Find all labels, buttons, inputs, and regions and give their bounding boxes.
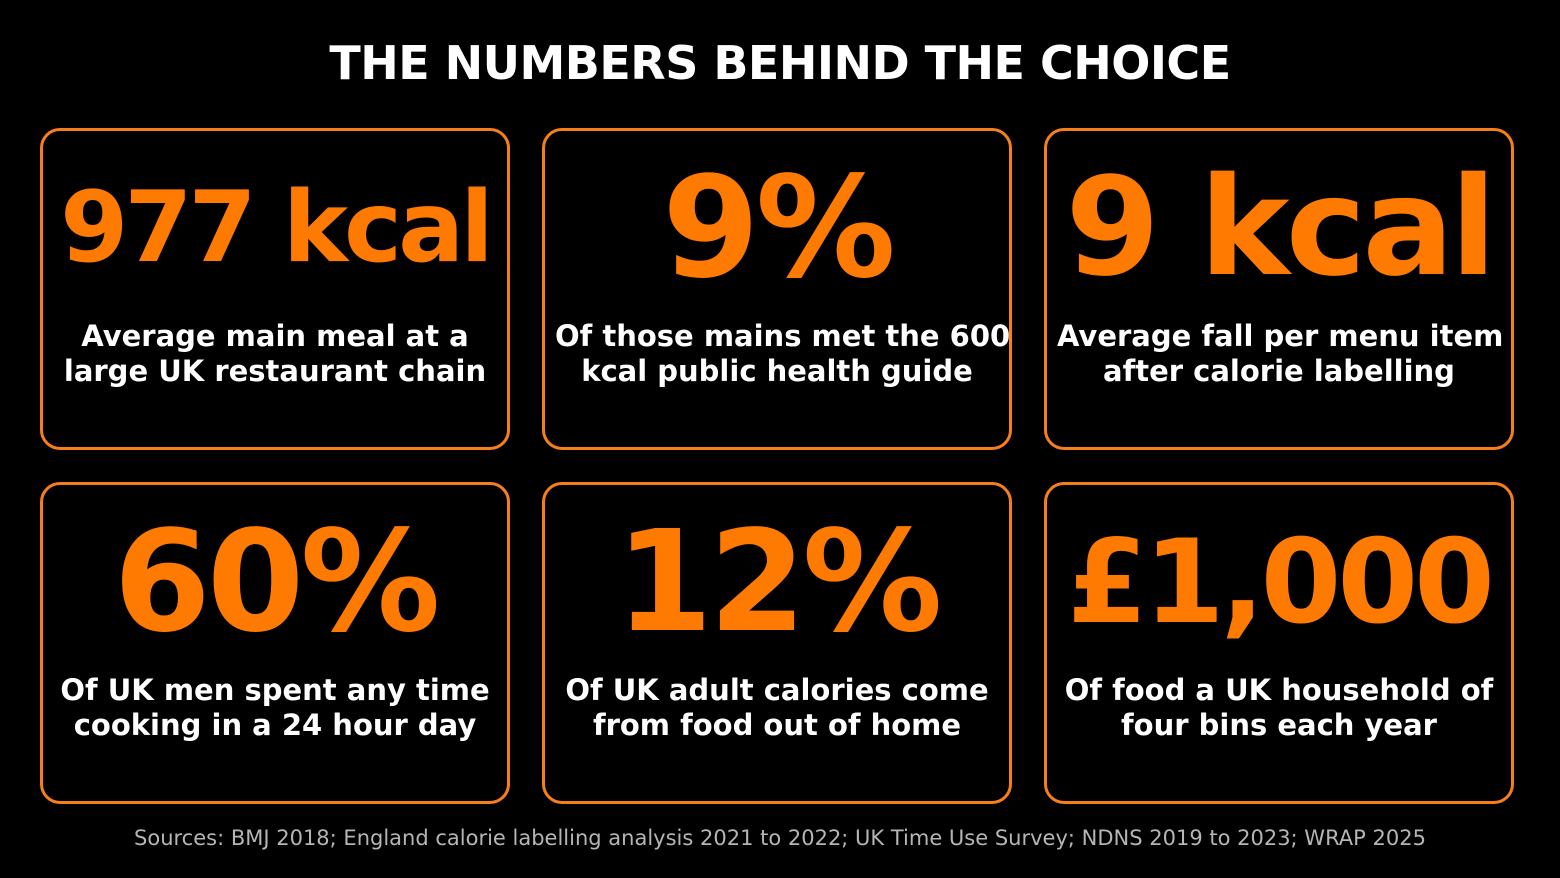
stat-value: 12%	[615, 500, 942, 664]
description-line: Average fall per menu item	[1057, 319, 1504, 353]
description-line: cooking in a 24 hour day	[73, 708, 477, 742]
description-line: kcal public health guide	[581, 354, 973, 388]
description-line: after calorie labelling	[1103, 354, 1455, 388]
stat-card: 60% Of UK men spent any time cooking in a …	[40, 482, 510, 804]
description-line: Of those mains met the 600	[555, 319, 1011, 353]
stat-value: 60%	[113, 500, 440, 664]
description-line: Of UK adult calories come	[565, 673, 989, 707]
stat-value: £1,000	[1067, 514, 1495, 650]
stat-description: Of UK adult calories come from food out o…	[555, 673, 999, 743]
description-line: from food out of home	[592, 708, 962, 742]
stat-description: Of food a UK household of four bins each …	[1057, 673, 1501, 743]
description-line: four bins each year	[1121, 708, 1437, 742]
stat-card: 9% Of those mains met the 600 kcal public …	[542, 128, 1012, 450]
description-line: Of UK men spent any time	[60, 673, 490, 707]
stat-card: 12% Of UK adult calories come from food ou…	[542, 482, 1012, 804]
description-line: Average main meal at a	[81, 319, 469, 353]
stat-description: Of those mains met the 600 kcal public he…	[555, 319, 1011, 389]
description-line: large UK restaurant chain	[63, 354, 487, 388]
stat-description: Average main meal at a large UK restauran…	[53, 319, 497, 389]
title: THE NUMBERS BEHIND THE CHOICE	[329, 36, 1231, 90]
stat-card: 9 kcal Average fall per menu item after ca…	[1044, 128, 1514, 450]
description-line: Of food a UK household of	[1064, 673, 1494, 707]
sources: Sources: BMJ 2018; England calorie label…	[134, 826, 1426, 850]
stat-description: Average fall per menu item after calorie …	[1057, 319, 1504, 389]
stat-value: 9%	[662, 146, 896, 310]
stat-value: 9 kcal	[1065, 149, 1496, 307]
stat-description: Of UK men spent any time cooking in a 24 …	[53, 673, 497, 743]
stat-value: 977 kcal	[60, 171, 494, 285]
stat-card: £1,000 Of food a UK household of four bins…	[1044, 482, 1514, 804]
stat-card: 977 kcal Average main meal at a large UK r…	[40, 128, 510, 450]
